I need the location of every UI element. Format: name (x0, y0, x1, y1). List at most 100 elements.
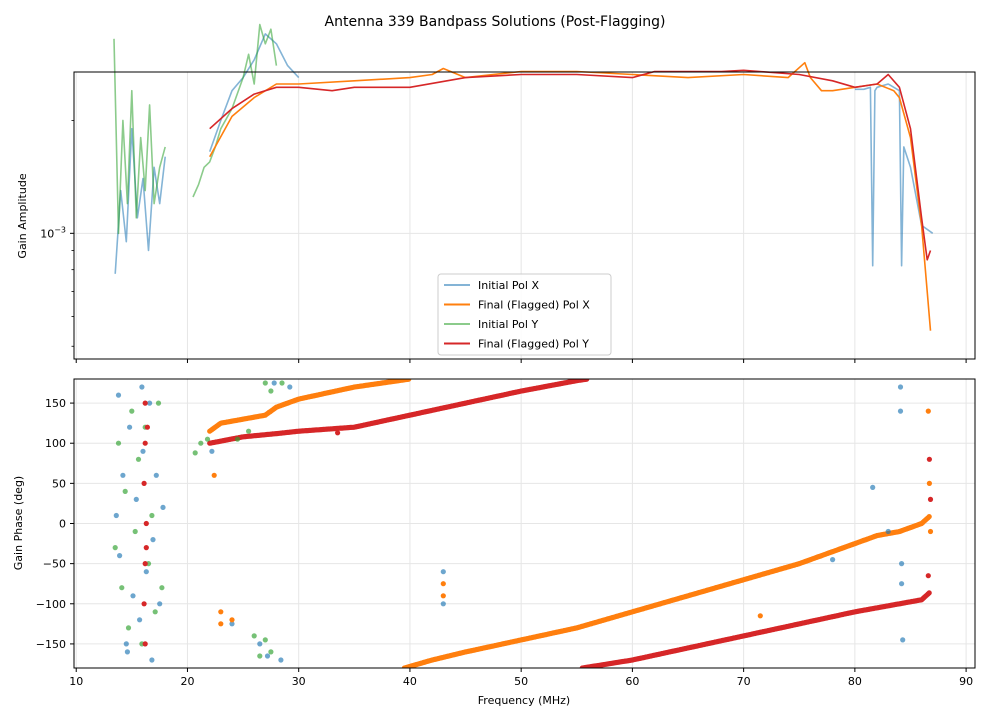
amplitude-line-initial-y (192, 23, 278, 198)
phase-point-initial-x (133, 496, 139, 502)
phase-point-initial-y (251, 633, 257, 639)
phase-panel: −150 −100 −50 0 50 100 150 Gain Phase (deg) (12, 378, 976, 669)
amplitude-line-initial-x (208, 33, 300, 152)
phase-point-initial-y (192, 450, 198, 456)
phase-point-initial-x (899, 581, 905, 587)
phase-point-initial-y (125, 625, 132, 631)
phase-point-initial-x (160, 504, 166, 510)
phase-y-tick-label: 0 (59, 518, 66, 531)
phase-point-initial-x (257, 641, 263, 647)
phase-point-initial-x (440, 569, 446, 575)
phase-point-initial-x (897, 408, 904, 414)
phase-point-initial-y (268, 649, 274, 655)
phase-point-initial-y (268, 388, 274, 394)
phase-y-tick-label: −150 (36, 638, 66, 651)
phase-point-initial-y (246, 428, 252, 434)
phase-point-initial-y (152, 609, 158, 615)
legend-label: Initial Pol Y (478, 318, 538, 331)
phase-point-final-x (440, 593, 446, 599)
phase-points (112, 379, 934, 668)
phase-point-initial-x (117, 553, 123, 559)
phase-point-final-x (211, 472, 217, 478)
phase-point-initial-x (885, 528, 891, 535)
phase-point-initial-x (149, 657, 155, 663)
x-tick-label: 40 (403, 675, 417, 688)
phase-point-final-x (218, 609, 224, 615)
phase-point-initial-y (115, 440, 122, 446)
amplitude-panel: 10−3 Gain Amplitude Initial Pol X Final (… (16, 23, 976, 360)
phase-point-initial-y (234, 436, 241, 442)
phase-point-initial-x (123, 641, 129, 647)
phase-point-initial-x (157, 601, 163, 607)
phase-point-final-y (141, 601, 147, 607)
phase-point-initial-y (132, 528, 138, 535)
phase-point-final-x (440, 581, 446, 587)
amplitude-line-initial-y (113, 38, 166, 235)
phase-point-initial-y (257, 653, 263, 659)
phase-point-final-y (144, 424, 150, 430)
phase-point-initial-x (830, 557, 836, 563)
phase-point-final-y (143, 545, 149, 551)
phase-point-initial-y (112, 545, 118, 551)
phase-point-initial-x (120, 472, 126, 478)
phase-point-final-x (406, 379, 412, 382)
phase-y-tick-label: −100 (36, 598, 66, 611)
phase-point-initial-y (262, 380, 268, 386)
phase-point-initial-x (287, 384, 293, 390)
phase-point-initial-x (900, 637, 906, 643)
phase-point-final-x (757, 613, 763, 619)
phase-point-initial-x (137, 617, 143, 623)
x-tick-label: 80 (848, 675, 862, 688)
amplitude-line-initial-x (854, 83, 934, 267)
amplitude-y-tick-base: 10 (40, 227, 54, 240)
legend-box (437, 273, 612, 356)
phase-point-final-y (925, 573, 931, 579)
phase-point-final-y (142, 440, 148, 446)
phase-point-initial-y (279, 380, 285, 386)
phase-ylabel: Gain Phase (deg) (12, 476, 25, 570)
phase-point-initial-x (150, 537, 156, 543)
phase-point-initial-y (204, 436, 211, 442)
x-tick-label: 70 (737, 675, 751, 688)
phase-point-initial-x (870, 484, 876, 490)
phase-point-initial-y (159, 585, 165, 591)
x-tick-label: 90 (959, 675, 973, 688)
phase-point-initial-x (899, 561, 905, 567)
x-tick-label: 60 (625, 675, 639, 688)
phase-point-initial-y (129, 408, 135, 414)
phase-point-final-x (926, 514, 932, 520)
phase-point-final-x (925, 408, 931, 414)
phase-point-initial-x (271, 380, 277, 386)
amplitude-legend: Initial Pol X Final (Flagged) Pol X Initia… (437, 273, 612, 356)
phase-point-initial-x (130, 593, 136, 599)
phase-point-final-y (142, 641, 148, 647)
phase-y-tick-label: 100 (45, 437, 66, 450)
phase-point-final-y (926, 456, 933, 462)
phase-point-initial-x (440, 601, 446, 607)
phase-point-initial-x (140, 448, 146, 454)
phase-point-initial-x (139, 384, 145, 390)
phase-point-initial-y (119, 585, 125, 591)
phase-y-tick-label: 50 (52, 477, 66, 490)
x-axis-ticks: 10 20 30 40 50 60 70 80 90 (69, 359, 973, 688)
amplitude-ylabel: Gain Amplitude (16, 173, 29, 258)
amplitude-line-final-x (209, 61, 932, 331)
phase-point-initial-y (155, 400, 162, 406)
chart-title: Antenna 339 Bandpass Solutions (Post-Fla… (325, 14, 666, 30)
phase-point-initial-y (198, 440, 204, 446)
phase-point-initial-x (124, 649, 130, 655)
phase-point-final-y (335, 430, 341, 436)
phase-ticks: −150 −100 −50 0 50 100 150 (36, 397, 74, 651)
phase-point-final-y (584, 379, 590, 382)
legend-label: Final (Flagged) Pol Y (478, 338, 589, 351)
phase-point-initial-x (209, 448, 215, 454)
phase-point-final-y (926, 590, 932, 596)
phase-point-initial-x (153, 472, 159, 478)
phase-point-initial-x (127, 424, 133, 430)
phase-point-initial-y (262, 637, 268, 643)
x-tick-label: 20 (180, 675, 194, 688)
phase-point-initial-x (264, 653, 271, 659)
x-axis-label: Frequency (MHz) (478, 694, 570, 707)
